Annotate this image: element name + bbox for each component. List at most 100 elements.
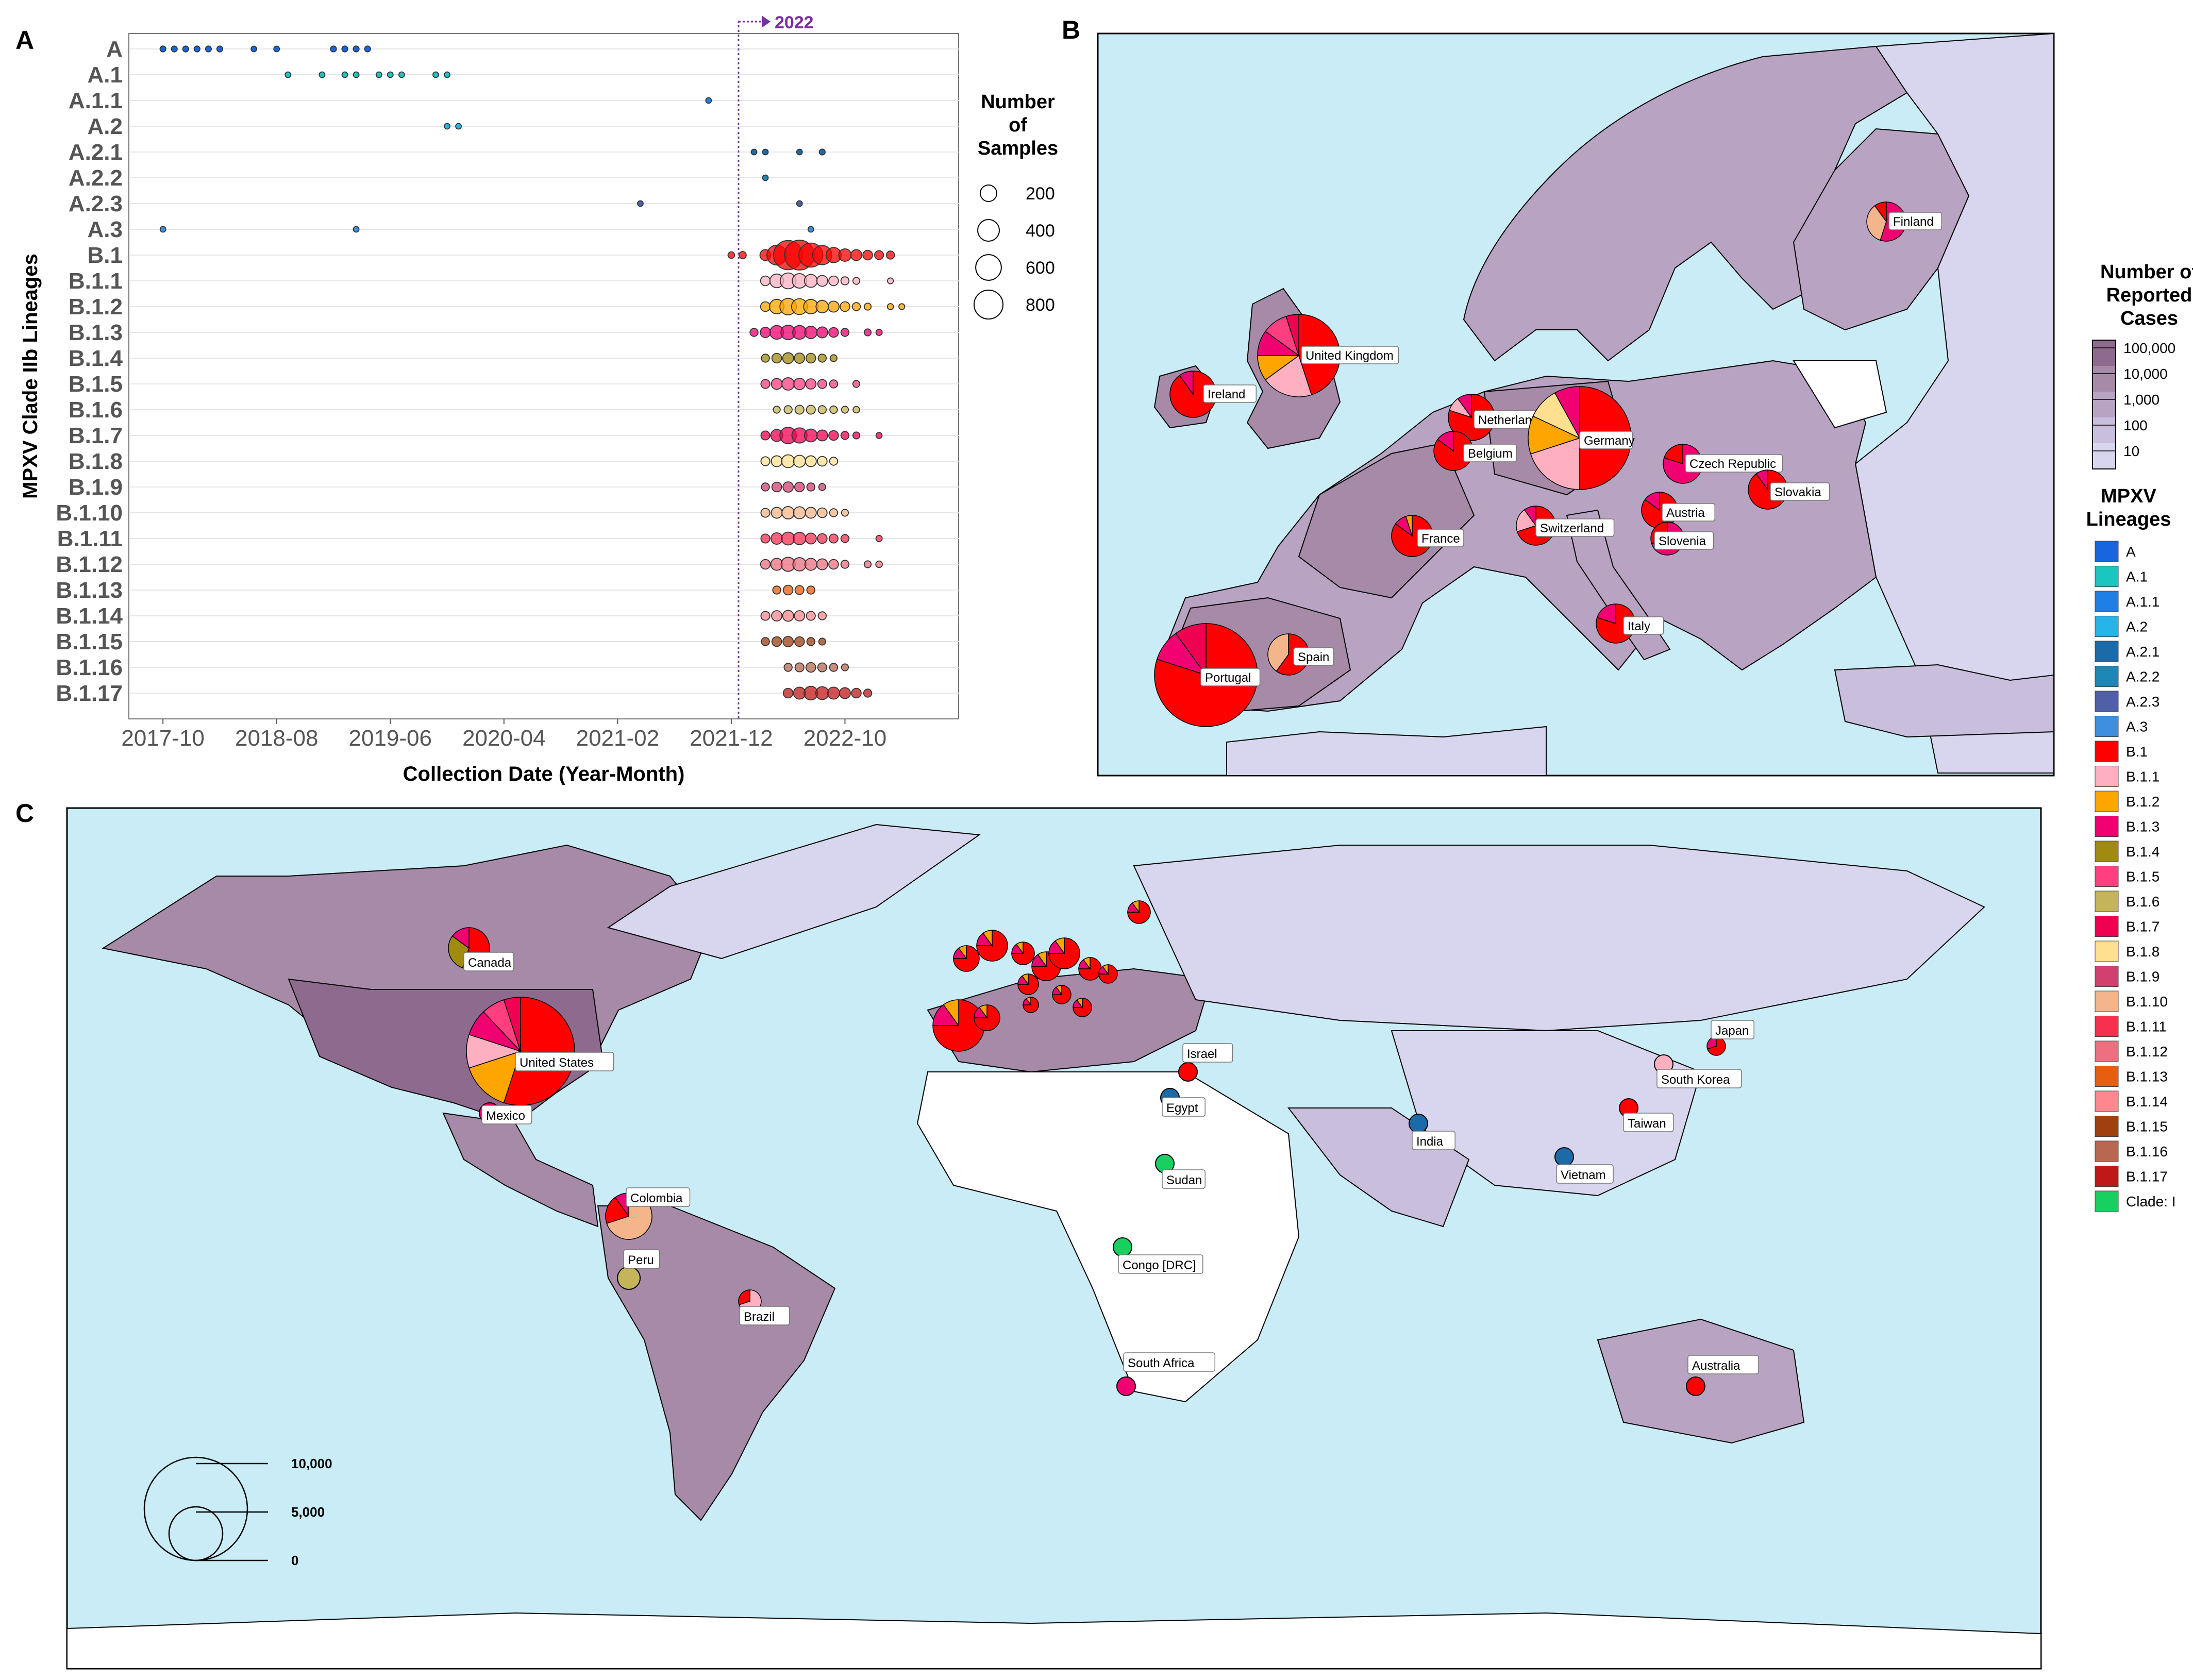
south-america-shape bbox=[597, 1205, 836, 1521]
data-point bbox=[841, 663, 849, 671]
data-point bbox=[815, 686, 829, 700]
map-label: Vietnam bbox=[1561, 1168, 1606, 1182]
data-point bbox=[817, 405, 827, 414]
y-tick-label: B.1.7 bbox=[69, 423, 123, 448]
africa-shape bbox=[916, 1071, 1300, 1403]
pie-slice bbox=[1663, 444, 1683, 465]
pie-slice bbox=[1267, 633, 1289, 672]
data-point bbox=[863, 303, 872, 311]
data-point bbox=[330, 45, 337, 53]
data-point bbox=[760, 611, 771, 621]
france-shape bbox=[1298, 442, 1475, 599]
pie-europe-cluster bbox=[1127, 900, 1151, 924]
pie-congo-drc- bbox=[1113, 1237, 1132, 1257]
pie-europe-cluster bbox=[932, 999, 985, 1052]
x-tick-label: 2022-10 bbox=[803, 726, 886, 751]
data-point bbox=[773, 406, 781, 414]
data-point bbox=[781, 377, 795, 391]
data-point bbox=[250, 45, 258, 53]
pie-slice bbox=[1554, 1147, 1574, 1167]
lineage-legend-swatch bbox=[2095, 691, 2119, 712]
data-point bbox=[760, 275, 771, 287]
y-tick-label: A bbox=[106, 37, 123, 62]
data-point bbox=[760, 559, 771, 570]
data-point bbox=[875, 329, 883, 336]
data-point bbox=[760, 430, 771, 441]
case-legend-title-2: Reported bbox=[2106, 284, 2192, 306]
data-point bbox=[771, 636, 782, 647]
data-point bbox=[794, 352, 806, 364]
case-legend-swatch bbox=[2092, 392, 2116, 417]
data-point bbox=[816, 558, 828, 570]
data-point bbox=[840, 328, 850, 337]
x-tick-label: 2021-02 bbox=[576, 726, 659, 751]
pie-europe-cluster bbox=[1048, 937, 1080, 969]
data-point bbox=[829, 508, 839, 517]
lineage-legend-label: A bbox=[2126, 544, 2136, 560]
pie-slice bbox=[1285, 314, 1299, 356]
lineage-legend-label: B.1.2 bbox=[2126, 794, 2159, 810]
lineage-legend-swatch bbox=[2095, 566, 2119, 587]
data-point bbox=[761, 354, 770, 363]
data-point bbox=[216, 45, 224, 53]
pie-slice bbox=[1178, 1062, 1198, 1082]
data-point bbox=[885, 250, 895, 260]
data-point bbox=[771, 610, 783, 621]
greenland-shape bbox=[607, 824, 981, 960]
data-point bbox=[806, 662, 816, 673]
pie-slice bbox=[1102, 964, 1109, 976]
pie-slice bbox=[1644, 492, 1660, 511]
map-label: Germany bbox=[1584, 434, 1635, 448]
data-point bbox=[851, 687, 862, 699]
data-point bbox=[804, 558, 817, 571]
map-label-box bbox=[515, 1052, 614, 1071]
lineage-legend-swatch bbox=[2095, 1040, 2119, 1062]
data-point bbox=[705, 97, 712, 104]
map-label-box bbox=[1118, 1254, 1203, 1274]
map-label-box bbox=[481, 1105, 532, 1124]
size-legend-title-1: Number bbox=[981, 91, 1055, 113]
data-point bbox=[273, 45, 280, 53]
pie-slice bbox=[1076, 998, 1083, 1009]
data-point bbox=[829, 663, 839, 672]
pie-europe-cluster bbox=[1098, 964, 1118, 984]
data-point bbox=[771, 481, 782, 493]
europe-shape bbox=[927, 968, 1212, 1073]
data-point bbox=[750, 148, 758, 156]
map-label-box bbox=[1162, 1169, 1206, 1189]
map-label: South Korea bbox=[1661, 1073, 1730, 1087]
data-point bbox=[874, 250, 884, 260]
pie-slice bbox=[1113, 1237, 1132, 1257]
size-legend-title-3: Samples bbox=[978, 138, 1058, 159]
map-label: South Africa bbox=[1128, 1356, 1195, 1370]
pie-europe-cluster bbox=[1017, 973, 1039, 995]
data-point bbox=[793, 377, 806, 391]
case-legend-swatch bbox=[2092, 340, 2116, 366]
case-legend-frame bbox=[2092, 340, 2116, 469]
data-point bbox=[829, 457, 839, 466]
lineage-legend-label: B.1 bbox=[2126, 744, 2148, 760]
map-label-box bbox=[1556, 1164, 1614, 1184]
case-legend-label: 10,000 bbox=[2123, 366, 2168, 382]
case-legend-swatch bbox=[2092, 417, 2116, 443]
y-tick-label: B.1.2 bbox=[69, 294, 123, 320]
belarus-shape bbox=[1793, 360, 1887, 429]
lineage-legend-label: B.1.11 bbox=[2126, 1019, 2167, 1035]
lineage-legend-label: B.1.15 bbox=[2126, 1119, 2168, 1135]
lineage-legend-label: B.1.10 bbox=[2126, 994, 2168, 1010]
lineage-legend-label: A.2.1 bbox=[2126, 644, 2159, 660]
data-point bbox=[782, 636, 794, 647]
pie-slice bbox=[1175, 623, 1207, 677]
lineage-legend-swatch bbox=[2095, 916, 2119, 937]
pie-slice bbox=[943, 999, 959, 1027]
data-point bbox=[761, 637, 770, 646]
lineage-legend-swatch bbox=[2095, 641, 2119, 662]
data-point bbox=[806, 637, 815, 646]
pie-slice bbox=[1516, 509, 1537, 532]
lineage-legend-swatch bbox=[2095, 666, 2119, 687]
lineage-legend-label: A.2 bbox=[2126, 619, 2148, 635]
x-tick-label: 2019-06 bbox=[349, 726, 432, 751]
y-tick-label: B.1.1 bbox=[69, 268, 123, 294]
lineage-legend-swatch bbox=[2095, 1140, 2119, 1162]
lineage-legend-swatch bbox=[2095, 1090, 2119, 1112]
